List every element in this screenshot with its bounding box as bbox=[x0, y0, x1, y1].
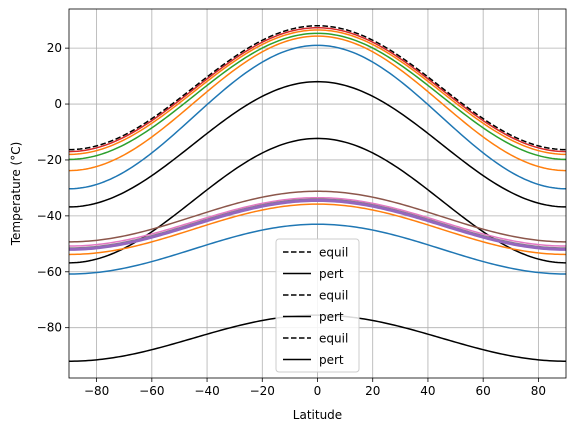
x-tick-label: −60 bbox=[139, 384, 164, 398]
x-axis: −80 −60 −40 −20 0 20 40 60 80 bbox=[84, 378, 546, 398]
y-tick-label: −20 bbox=[37, 153, 62, 167]
x-tick-label: 60 bbox=[476, 384, 491, 398]
legend: equil pert equil pert equil pert bbox=[275, 238, 360, 373]
x-tick-label: 40 bbox=[420, 384, 435, 398]
legend-label: pert bbox=[319, 310, 344, 324]
legend-label: pert bbox=[319, 353, 344, 367]
series-line bbox=[69, 80, 566, 208]
y-tick-label: 0 bbox=[54, 97, 62, 111]
y-tick-label: −80 bbox=[37, 321, 62, 335]
series-line bbox=[69, 26, 566, 153]
series-line bbox=[69, 198, 566, 251]
x-tick-label: −40 bbox=[194, 384, 219, 398]
x-tick-label: 80 bbox=[531, 384, 546, 398]
y-tick-label: −40 bbox=[37, 209, 62, 223]
series-line bbox=[69, 190, 566, 243]
series-line bbox=[69, 137, 566, 264]
series-line bbox=[69, 35, 566, 172]
y-tick-label: 20 bbox=[47, 41, 62, 55]
x-axis-label: Latitude bbox=[293, 408, 342, 422]
series-line bbox=[69, 32, 566, 161]
legend-label: equil bbox=[319, 246, 348, 260]
series-line bbox=[69, 196, 566, 247]
x-tick-label: −20 bbox=[250, 384, 275, 398]
x-tick-label: 20 bbox=[365, 384, 380, 398]
series-line bbox=[69, 44, 566, 190]
legend-label: equil bbox=[319, 332, 348, 346]
y-axis-label: Temperature (°C) bbox=[9, 142, 23, 247]
legend-label: equil bbox=[319, 289, 348, 303]
series-line bbox=[69, 203, 566, 256]
y-axis: −80 −60 −40 −20 0 20 bbox=[37, 41, 69, 335]
legend-label: pert bbox=[319, 267, 344, 281]
series-line bbox=[69, 25, 566, 151]
series-group bbox=[69, 25, 566, 362]
legend-box bbox=[275, 238, 360, 373]
series-line bbox=[69, 223, 566, 275]
y-tick-label: −60 bbox=[37, 265, 62, 279]
series-line bbox=[69, 29, 566, 156]
x-tick-label: 0 bbox=[314, 384, 322, 398]
x-tick-label: −80 bbox=[84, 384, 109, 398]
